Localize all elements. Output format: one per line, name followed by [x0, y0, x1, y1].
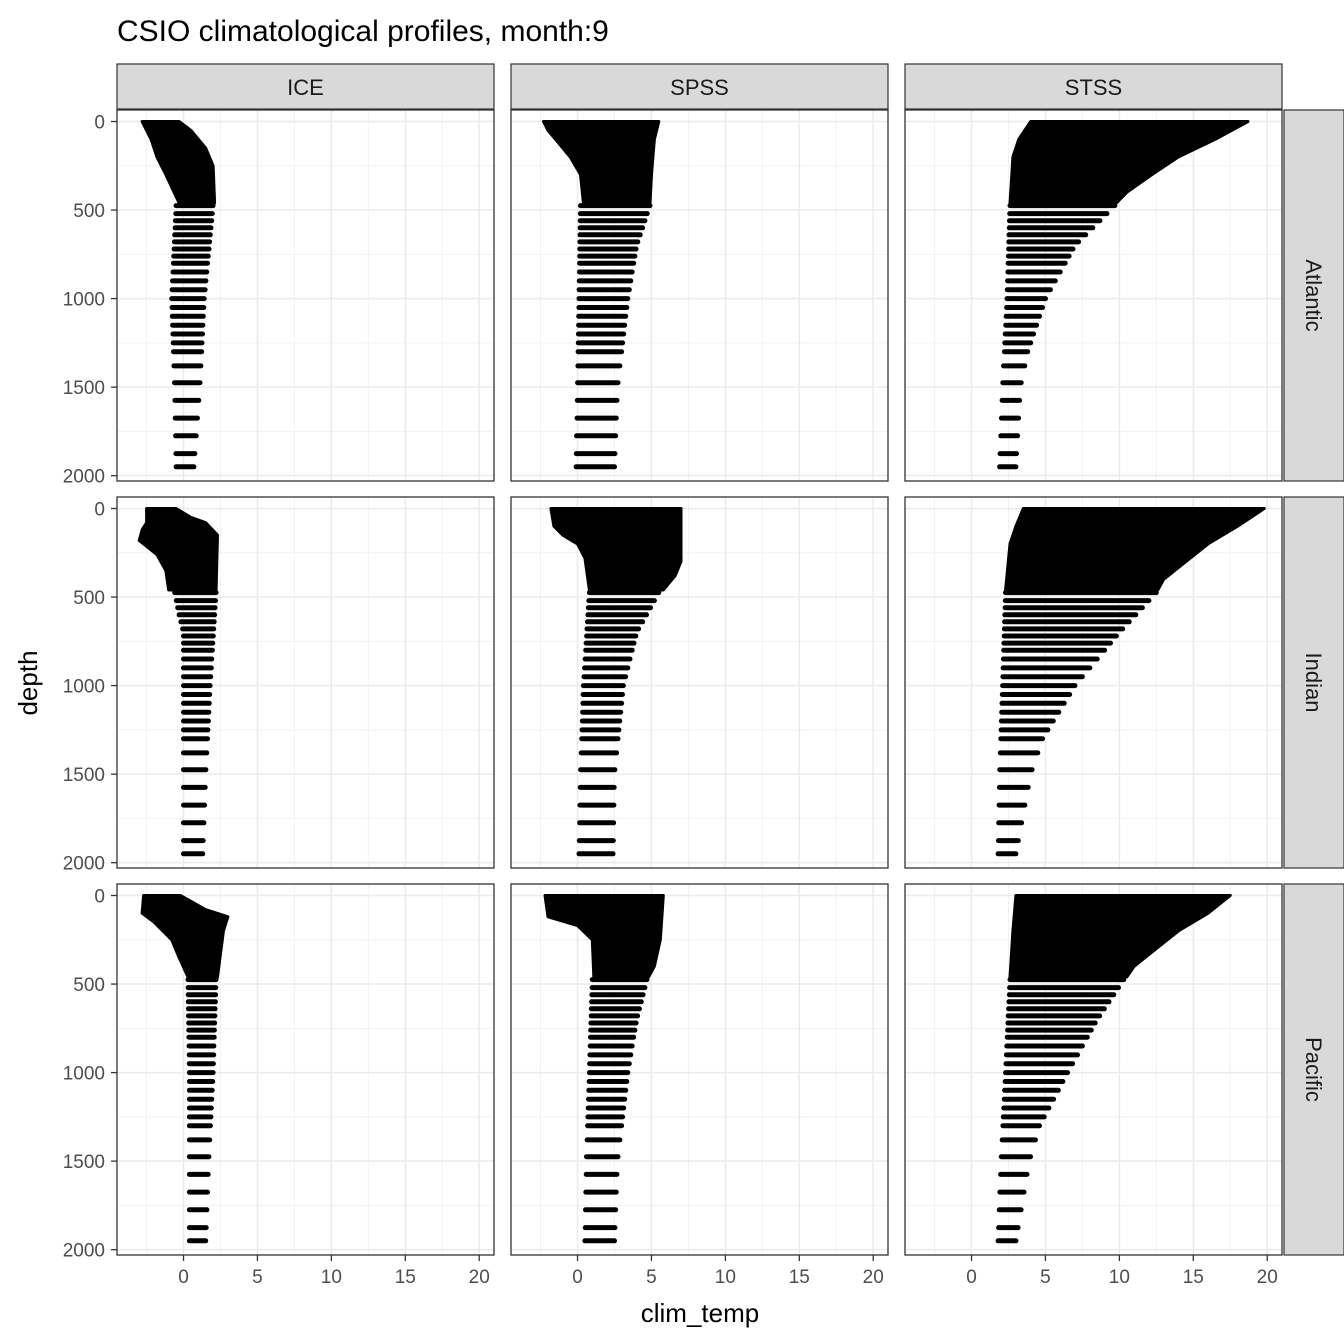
- x-axis-label: clim_temp: [641, 1298, 759, 1328]
- panel-border: [904, 883, 1283, 1256]
- facet-strip-stss: [904, 63, 1283, 110]
- x-tick-label: 20: [469, 1267, 490, 1288]
- data-point-cloud-surface: [1004, 507, 1266, 592]
- data-point-cloud-surface: [542, 120, 661, 205]
- data-point-cloud-surface: [137, 507, 219, 592]
- y-tick-label: 500: [73, 588, 105, 609]
- panel-atlantic-ice: 0 500 1000 1500 2000: [63, 109, 495, 488]
- y-tick-label: 2000: [63, 1241, 105, 1262]
- panel-border: [116, 109, 495, 482]
- y-tick-label: 1500: [63, 1152, 105, 1173]
- x-tick-label: 0: [966, 1267, 977, 1288]
- data-point-cloud-surface: [1008, 120, 1250, 205]
- chart-title: CSIO climatological profiles, month:9: [117, 15, 609, 48]
- y-tick-label: 2000: [63, 467, 105, 488]
- x-tick-label: 5: [1040, 1267, 1051, 1288]
- y-tick-label: 500: [73, 201, 105, 222]
- x-tick-label: 20: [863, 1267, 884, 1288]
- y-tick-label: 1000: [63, 290, 105, 311]
- x-tick-label: 10: [1109, 1267, 1130, 1288]
- data-point-cloud-surface: [549, 507, 683, 592]
- panel-border: [904, 496, 1283, 869]
- x-tick-label: 5: [252, 1267, 263, 1288]
- data-point-cloud-surface: [140, 120, 217, 205]
- panel-indian-ice: 0 500 1000 1500 2000: [63, 496, 495, 875]
- y-tick-label: 0: [94, 500, 105, 521]
- panel-indian-spss: [510, 496, 889, 869]
- y-tick-label: 1500: [63, 378, 105, 399]
- x-tick-label: 15: [395, 1267, 416, 1288]
- panel-border: [510, 883, 889, 1256]
- panel-border: [116, 883, 495, 1256]
- facet-strip-label: ICE: [287, 75, 324, 100]
- y-tick-label: 0: [94, 113, 105, 134]
- panel-background: [511, 497, 888, 868]
- y-axis-label: depth: [13, 650, 43, 715]
- x-tick-label: 5: [646, 1267, 657, 1288]
- facet-strip-ice: [116, 63, 495, 110]
- facet-strip-label: Indian: [1301, 653, 1326, 713]
- y-tick-label: 2000: [63, 854, 105, 875]
- y-tick-label: 0: [94, 887, 105, 908]
- facet-strip-spss: [510, 63, 889, 110]
- x-tick-label: 20: [1257, 1267, 1278, 1288]
- panel-pacific-spss: 0 5 10 15 20: [510, 883, 889, 1288]
- facet-panels: ICE SPSS STSSAtlanticIndianPacific05001000…: [63, 63, 1344, 1288]
- x-tick-label: 10: [715, 1267, 736, 1288]
- y-tick-label: 1000: [63, 677, 105, 698]
- facet-strip-atlantic: [1283, 109, 1344, 482]
- x-tick-label: 10: [321, 1267, 342, 1288]
- y-tick-label: 1000: [63, 1064, 105, 1085]
- panel-border: [510, 109, 889, 482]
- data-point-cloud-surface: [140, 894, 230, 979]
- y-tick-label: 1500: [63, 765, 105, 786]
- panel-pacific-stss: 0 5 10 15 20: [904, 883, 1283, 1288]
- panel-border: [510, 496, 889, 869]
- panel-atlantic-spss: [510, 109, 889, 482]
- x-tick-label: 0: [178, 1267, 189, 1288]
- panel-background: [511, 110, 888, 481]
- facet-strip-label: SPSS: [670, 75, 729, 100]
- panel-pacific-ice: 0 500 1000 1500 2000 0 5 10 15 20: [63, 883, 495, 1288]
- data-point-cloud-surface: [1008, 894, 1232, 979]
- data-point-cloud-surface: [543, 894, 665, 979]
- panel-border: [116, 496, 495, 869]
- panel-background: [511, 884, 888, 1255]
- x-tick-label: 15: [1183, 1267, 1204, 1288]
- y-tick-label: 500: [73, 975, 105, 996]
- x-tick-label: 0: [572, 1267, 583, 1288]
- facet-strip-indian: [1283, 496, 1344, 869]
- facet-strip-label: Atlantic: [1301, 259, 1326, 331]
- panel-atlantic-stss: [904, 109, 1283, 482]
- facet-strip-pacific: [1283, 883, 1344, 1256]
- facet-strip-label: STSS: [1065, 75, 1122, 100]
- panel-border: [904, 109, 1283, 482]
- panel-indian-stss: [904, 496, 1283, 869]
- facet-strip-label: Pacific: [1301, 1037, 1326, 1102]
- x-tick-label: 15: [789, 1267, 810, 1288]
